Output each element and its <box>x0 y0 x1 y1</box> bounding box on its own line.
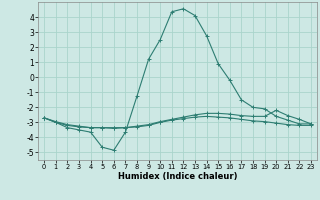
X-axis label: Humidex (Indice chaleur): Humidex (Indice chaleur) <box>118 172 237 181</box>
